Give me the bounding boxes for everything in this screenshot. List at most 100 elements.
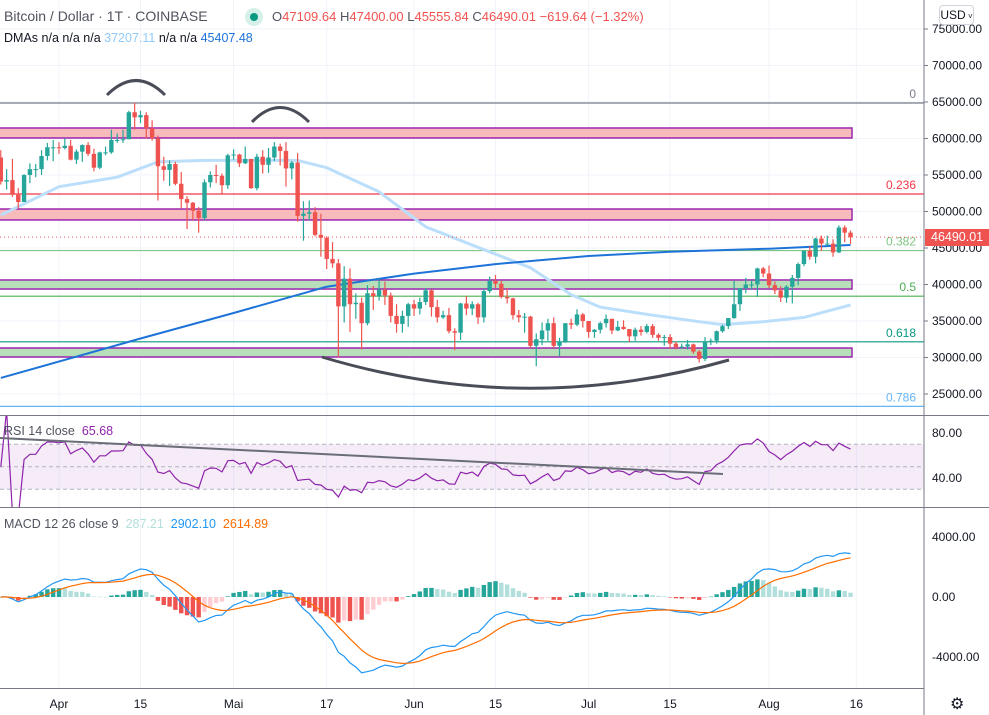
candle-body: [813, 238, 818, 257]
candle-body: [749, 284, 754, 286]
macd-histogram-bar: [568, 595, 574, 597]
rsi-tick-label: 40.00: [932, 471, 962, 485]
candle-body: [568, 323, 574, 325]
macd-line-value: 2902.10: [170, 517, 216, 531]
macd-histogram-bar: [446, 591, 452, 597]
candle-body: [807, 250, 812, 257]
candle-body: [720, 326, 725, 332]
macd-histogram-bar: [62, 588, 68, 597]
candle-body: [638, 329, 644, 332]
dma-label: DMAs: [4, 31, 39, 45]
candle-body: [702, 342, 708, 359]
macd-histogram-bar: [289, 593, 294, 597]
dma-value: n/a: [62, 31, 80, 45]
macd-histogram-bar: [656, 595, 661, 597]
candle-body: [761, 268, 766, 274]
macd-histogram-bar: [627, 594, 632, 597]
macd-histogram-bar: [749, 580, 754, 597]
candle-body: [836, 227, 842, 253]
price-tick-label: 35000.00: [932, 314, 982, 328]
macd-histogram-bar: [836, 590, 842, 597]
candle-body: [440, 315, 446, 318]
macd-histogram-bar: [208, 597, 213, 607]
price-pane[interactable]: 0 0.236 0.382 0.5 0.618 0.786: [0, 79, 924, 408]
symbol-title[interactable]: Bitcoin / Dollar · 1T · COINBASE: [4, 8, 208, 24]
candle-body: [417, 302, 423, 309]
candle-body: [691, 344, 696, 352]
macd-histogram-bar: [394, 597, 399, 602]
candle-body: [254, 156, 260, 189]
candle-body: [208, 175, 213, 183]
gear-icon[interactable]: ⚙: [950, 696, 965, 713]
macd-histogram-bar: [726, 589, 731, 597]
macd-histogram-bar: [667, 597, 673, 598]
ohlc-legend: O47109.64 H47400.00 L45555.84 C46490.01 …: [272, 9, 644, 24]
macd-histogram-bar: [115, 594, 120, 597]
macd-histogram-bar: [481, 584, 487, 597]
macd-histogram-bar: [161, 597, 166, 606]
candle-body: [376, 289, 382, 297]
candle-body: [743, 284, 748, 289]
candle-body: [45, 147, 50, 157]
candle-body: [10, 180, 15, 195]
candle-body: [481, 291, 487, 318]
macd-histogram-bar: [184, 597, 190, 616]
macd-histogram-bar: [761, 580, 766, 597]
candle-body: [452, 331, 457, 333]
macd-histogram-bar: [563, 597, 568, 598]
dma-value: n/a: [83, 31, 101, 45]
macd-histogram-bar: [266, 591, 271, 597]
close-value: 46490.01: [481, 9, 536, 24]
macd-histogram-bar: [138, 589, 143, 597]
macd-histogram-bar: [685, 597, 690, 599]
macd-histogram-bar: [260, 592, 265, 597]
candle-body: [586, 321, 591, 332]
macd-legend[interactable]: MACD 12 26 close 9 287.21 2902.10 2614.8…: [4, 517, 268, 531]
price-tick-label: 30000.00: [932, 351, 982, 365]
macd-histogram-bar: [179, 597, 184, 614]
macd-histogram-bar: [353, 597, 359, 620]
rsi-legend[interactable]: RSI 14 close 65.68: [4, 424, 113, 438]
dma-value: n/a: [179, 31, 198, 45]
macd-histogram-bar: [423, 587, 428, 597]
candle-body: [219, 175, 225, 186]
macd-histogram-bar: [580, 592, 585, 597]
candle-body: [766, 273, 772, 286]
candle-body: [603, 318, 609, 324]
candle-body: [62, 145, 68, 148]
candle-body: [277, 146, 283, 151]
macd-histogram-bar: [720, 592, 725, 597]
dma-legend[interactable]: DMAs n/a n/a n/a 37207.11 n/a n/a 45407.…: [4, 31, 253, 45]
candle-body: [347, 278, 353, 305]
fibonacci-retracement: 0 0.236 0.382 0.5 0.618 0.786: [0, 87, 924, 408]
macd-histogram-bar: [499, 582, 504, 597]
candle-body: [353, 302, 359, 305]
candle-body: [27, 169, 33, 175]
candle-body: [795, 264, 801, 278]
candle-body: [592, 329, 597, 332]
currency-button[interactable]: USD ˅: [939, 5, 974, 25]
candle-body: [400, 315, 405, 324]
low-label: L: [407, 9, 415, 24]
candle-body: [755, 268, 760, 285]
candle-body: [21, 175, 27, 203]
macd-histogram-bar: [277, 589, 283, 597]
arc-drawing-bottom: [321, 355, 730, 390]
candle-body: [406, 304, 411, 316]
candle-body: [289, 162, 294, 169]
low-value: 45555.84: [414, 9, 469, 24]
arc-drawing-top-1: [105, 79, 167, 97]
candle-body: [487, 280, 492, 292]
macd-histogram-bar: [341, 597, 347, 621]
price-tick-label: 40000.00: [932, 278, 982, 292]
rsi-pane[interactable]: [0, 411, 924, 517]
candle-body: [673, 343, 679, 348]
candle-body: [4, 180, 9, 182]
open-value: 47109.64: [282, 9, 337, 24]
macd-histogram-bar: [475, 587, 481, 597]
drawings[interactable]: [105, 79, 730, 390]
candle-body: [737, 288, 743, 305]
macd-pane[interactable]: [0, 552, 853, 674]
macd-histogram-bar: [109, 595, 114, 597]
